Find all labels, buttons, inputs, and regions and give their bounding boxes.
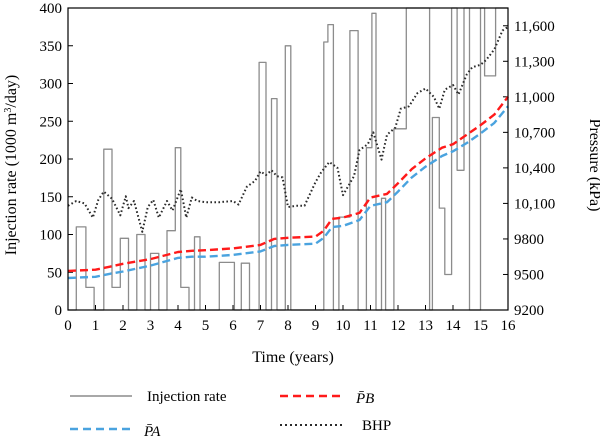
x-tick-label: 2 [119, 318, 127, 334]
left-y-tick-label: 100 [40, 228, 63, 244]
left-y-tick-label: 300 [40, 77, 63, 93]
series-line-bhp [67, 26, 509, 233]
legend-label-bhp: BHP [362, 418, 391, 434]
right-y-axis-label: Pressure (kPa) [586, 119, 600, 212]
legend-label-pa: P̄A [143, 424, 161, 440]
legend: Injection rate P̄B P̄A BHP [70, 389, 391, 440]
right-y-tick-labels: 9200 9500 9800 10,100 10,400 10,700 11,000 11,3… [514, 19, 555, 319]
left-y-tick-label: 250 [40, 114, 63, 130]
x-tick-label: 4 [174, 318, 182, 334]
x-axis-label: Time (years) [252, 349, 334, 366]
series-line-p-b [67, 96, 509, 273]
legend-item-pa: P̄A [70, 424, 161, 440]
right-y-tick-label: 11,300 [514, 54, 555, 70]
x-tick-label: 16 [501, 318, 517, 334]
x-tick-label: 15 [473, 318, 488, 334]
right-y-tick-label: 10,400 [514, 161, 555, 177]
left-y-axis-label: Injection rate (1000 m3/day) [3, 75, 21, 256]
series-line-injection-rate [68, 7, 508, 311]
right-y-tick-label: 10,100 [514, 196, 555, 212]
series-layer [67, 7, 509, 311]
right-y-tick-label: 11,600 [514, 19, 555, 35]
legend-item-bhp: BHP [280, 418, 391, 434]
legend-item-injection-rate: Injection rate [70, 389, 227, 405]
x-tick-label: 10 [336, 318, 351, 334]
left-y-tick-label: 150 [40, 190, 63, 206]
right-y-tick-label: 9500 [514, 267, 544, 283]
x-tick-labels: 0 1 2 3 4 5 6 7 8 9 10 11 12 13 14 15 16 [64, 318, 516, 334]
left-y-tick-labels: 0 50 100 150 200 250 300 350 400 [40, 1, 63, 319]
legend-label-pb: P̄B [355, 391, 374, 407]
right-y-tick-label: 10,700 [514, 125, 555, 141]
x-tick-label: 0 [64, 318, 72, 334]
x-tick-label: 3 [147, 318, 155, 334]
left-y-tick-label: 50 [47, 265, 62, 281]
x-tick-label: 13 [418, 318, 433, 334]
x-tick-label: 14 [446, 318, 462, 334]
left-y-tick-label: 0 [55, 303, 63, 319]
left-y-tick-label: 200 [40, 152, 63, 168]
series-line-p-a [67, 105, 509, 280]
left-y-tick-label: 350 [40, 39, 63, 55]
legend-label-injection-rate: Injection rate [147, 389, 227, 405]
right-y-tick-label: 9200 [514, 303, 544, 319]
x-tick-label: 1 [92, 318, 100, 334]
x-tick-label: 6 [229, 318, 237, 334]
x-tick-label: 12 [391, 318, 406, 334]
x-tick-label: 11 [363, 318, 377, 334]
x-tick-label: 5 [202, 318, 210, 334]
right-y-tick-label: 11,000 [514, 90, 555, 106]
x-tick-label: 8 [284, 318, 292, 334]
x-tick-label: 9 [312, 318, 320, 334]
right-y-tick-label: 9800 [514, 232, 544, 248]
axis-ticks [67, 7, 509, 311]
x-tick-label: 7 [257, 318, 265, 334]
plot-frame [67, 7, 509, 311]
legend-item-pb: P̄B [280, 391, 374, 407]
left-y-tick-label: 400 [40, 1, 63, 17]
